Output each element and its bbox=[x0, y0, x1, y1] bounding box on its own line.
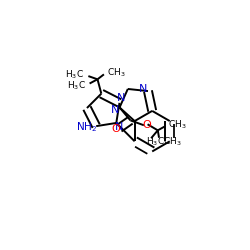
Text: N: N bbox=[114, 122, 123, 132]
Text: H$_3$C: H$_3$C bbox=[67, 79, 86, 92]
Text: CH$_3$: CH$_3$ bbox=[107, 66, 126, 79]
Text: O: O bbox=[142, 120, 151, 130]
Text: N: N bbox=[117, 94, 126, 104]
Text: O: O bbox=[111, 124, 120, 134]
Text: H$_3$C: H$_3$C bbox=[146, 135, 165, 148]
Text: N: N bbox=[111, 105, 119, 115]
Text: CH$_3$: CH$_3$ bbox=[168, 119, 186, 131]
Text: CH$_3$: CH$_3$ bbox=[163, 135, 182, 148]
Text: NH$_2$: NH$_2$ bbox=[76, 120, 97, 134]
Text: N: N bbox=[139, 84, 148, 94]
Text: H$_3$C: H$_3$C bbox=[65, 68, 84, 81]
